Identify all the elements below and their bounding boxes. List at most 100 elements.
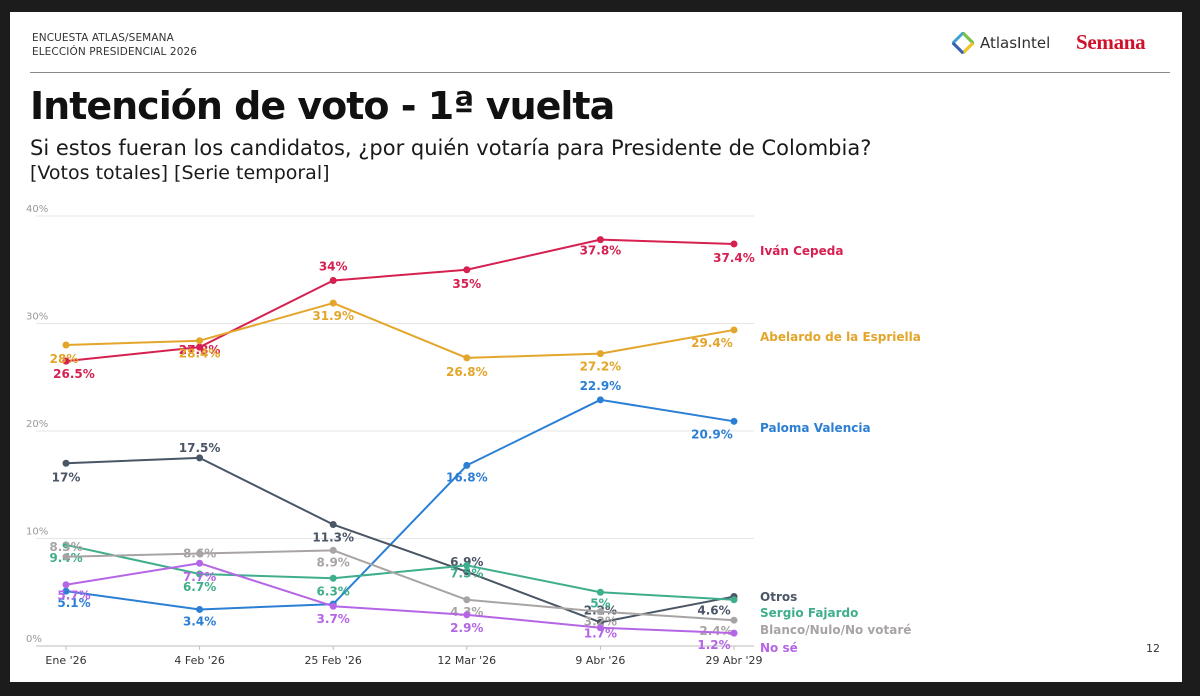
data-point-valencia	[730, 417, 738, 425]
y-tick-label: 10%	[26, 527, 48, 538]
data-label-cepeda: 26.5%	[53, 367, 95, 381]
data-point-otros	[62, 459, 70, 467]
series-line-valencia	[65, 398, 735, 611]
data-point-otros	[329, 521, 337, 529]
data-point-cepeda	[463, 266, 471, 274]
data-point-blanco	[730, 616, 738, 624]
data-point-nose	[62, 581, 70, 589]
series-name-espriella: Abelardo de la Espriella	[760, 330, 921, 344]
page-subtitle-qualifier: [Votos totales] [Serie temporal]	[30, 162, 330, 184]
data-label-cepeda: 35%	[452, 277, 481, 291]
data-label-fajardo: 5%	[590, 596, 610, 610]
data-point-fajardo	[463, 561, 471, 569]
data-label-espriella: 27.2%	[580, 360, 622, 374]
atlasintel-logo-icon	[952, 32, 974, 54]
data-point-valencia	[62, 587, 70, 595]
data-point-espriella	[196, 337, 204, 345]
page-subtitle: Si estos fueran los candidatos, ¿por qui…	[30, 136, 872, 160]
y-tick-label: 0%	[26, 634, 42, 645]
data-point-cepeda	[196, 343, 204, 351]
y-tick-label: 40%	[26, 204, 48, 215]
slide: ENCUESTA ATLAS/SEMANA ELECCIÓN PRESIDENC…	[10, 12, 1182, 682]
data-label-valencia: 20.9%	[691, 427, 733, 441]
data-point-otros	[196, 454, 204, 462]
data-label-otros: 17.5%	[179, 441, 221, 455]
data-point-blanco	[62, 553, 70, 561]
data-point-blanco	[196, 550, 204, 558]
data-label-blanco: 8.9%	[317, 555, 350, 569]
data-point-espriella	[62, 341, 70, 349]
data-label-nose: 1.2%	[697, 638, 730, 652]
series-line-nose	[65, 562, 735, 635]
data-label-fajardo: 7.5%	[450, 566, 483, 580]
series-line-espriella	[65, 302, 735, 359]
data-point-valencia	[196, 605, 204, 613]
data-point-blanco	[463, 596, 471, 604]
data-label-blanco: 8.6%	[183, 547, 216, 561]
semana-logo: Semana	[1076, 30, 1146, 55]
data-point-blanco	[596, 608, 604, 616]
data-label-nose: 1.7%	[584, 627, 617, 641]
data-label-valencia: 5.1%	[57, 596, 90, 610]
data-label-blanco: 2.4%	[699, 624, 732, 638]
page-number: 12	[1146, 642, 1160, 655]
data-point-nose	[730, 629, 738, 637]
data-label-otros: 4.6%	[697, 604, 730, 618]
data-point-fajardo	[196, 570, 204, 578]
data-point-espriella	[730, 326, 738, 334]
series-line-otros	[65, 456, 735, 624]
data-point-cepeda	[329, 277, 337, 284]
data-point-cepeda	[730, 240, 738, 248]
x-tick-label: 25 Feb '26	[304, 654, 362, 667]
page-title: Intención de voto - 1ª vuelta	[30, 84, 615, 128]
series-name-fajardo: Sergio Fajardo	[760, 606, 858, 620]
data-point-blanco	[329, 546, 337, 554]
x-tick-label: Ene '26	[45, 654, 86, 667]
data-label-espriella: 28.4%	[179, 347, 221, 361]
data-point-espriella	[463, 354, 471, 362]
survey-subtitle: ELECCIÓN PRESIDENCIAL 2026	[32, 46, 198, 58]
data-label-cepeda: 37.4%	[713, 251, 755, 265]
series-name-nose: No sé	[760, 641, 798, 655]
series-line-cepeda	[65, 238, 735, 363]
data-point-cepeda	[596, 236, 604, 244]
data-label-nose: 2.9%	[450, 621, 483, 635]
y-tick-label: 20%	[26, 419, 48, 430]
data-point-espriella	[596, 350, 604, 358]
x-tick-label: 29 Abr '29	[705, 654, 762, 667]
data-label-cepeda: 34%	[319, 260, 348, 274]
x-tick-label: 12 Mar '26	[437, 654, 496, 667]
data-point-fajardo	[730, 596, 738, 604]
data-label-fajardo: 6.3%	[317, 584, 350, 598]
data-label-espriella: 31.9%	[312, 309, 354, 323]
data-label-nose: 3.7%	[317, 612, 350, 626]
data-label-otros: 17%	[52, 470, 81, 484]
data-point-espriella	[329, 299, 337, 307]
y-tick-label: 30%	[26, 312, 48, 323]
data-point-fajardo	[596, 588, 604, 596]
data-label-nose: 7.7%	[183, 570, 216, 584]
header-divider	[30, 72, 1170, 73]
atlasintel-logo: AtlasIntel	[952, 32, 1050, 54]
data-label-valencia: 16.8%	[446, 470, 488, 484]
data-label-blanco: 3.2%	[584, 615, 617, 629]
data-point-nose	[329, 602, 337, 610]
data-label-espriella: 28%	[50, 352, 79, 366]
survey-title: ENCUESTA ATLAS/SEMANA	[32, 32, 174, 44]
data-point-fajardo	[329, 574, 337, 582]
data-point-valencia	[596, 396, 604, 404]
semana-brand-name: Semana	[1076, 30, 1146, 54]
data-point-cepeda	[62, 357, 70, 365]
data-label-fajardo: 6.7%	[183, 580, 216, 594]
data-label-nose: 5.7%	[57, 589, 90, 603]
data-point-nose	[596, 624, 604, 632]
data-point-nose	[196, 559, 204, 567]
data-label-cepeda: 37.8%	[580, 244, 622, 258]
data-label-blanco: 8.3%	[49, 540, 82, 554]
data-point-nose	[463, 611, 471, 619]
series-name-otros: Otros	[760, 590, 797, 604]
atlasintel-brand-name: AtlasIntel	[980, 34, 1051, 52]
data-label-valencia: 3.4%	[183, 614, 216, 628]
x-tick-label: 9 Abr '26	[575, 654, 625, 667]
line-chart: 0% 10% 20% 30% 40% Ene '26 4 Feb '26 25 Feb '26…	[26, 204, 921, 667]
